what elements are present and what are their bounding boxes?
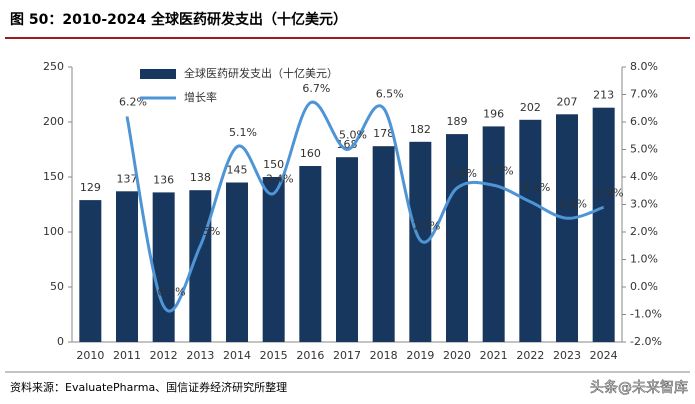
bar-label: 182 <box>410 123 431 136</box>
y-tick-label: 0 <box>57 335 64 348</box>
bar <box>226 182 248 342</box>
bar-label: 207 <box>557 95 578 108</box>
x-tick-label: 2019 <box>406 349 434 362</box>
line-label: 5.0% <box>339 129 367 142</box>
y2-tick-label: 4.0% <box>630 170 658 183</box>
legend-label: 增长率 <box>184 90 217 104</box>
source: 资料来源：EvaluatePharma、国信证券经济研究所整理 <box>10 380 287 394</box>
line-label: 6.7% <box>302 82 330 95</box>
y2-tick-label: 7.0% <box>630 88 658 101</box>
line-label: 3.6% <box>449 167 477 180</box>
bar <box>116 191 138 342</box>
y2-tick-label: 8.0% <box>630 60 658 73</box>
y2-tick-label: 0.0% <box>630 280 658 293</box>
x-tick-label: 2013 <box>186 349 214 362</box>
bar <box>556 114 578 342</box>
x-tick-label: 2021 <box>480 349 508 362</box>
y2-tick-label: 5.0% <box>630 143 658 156</box>
y2-tick-label: 1.0% <box>630 253 658 266</box>
x-tick-label: 2011 <box>113 349 141 362</box>
bar-label: 137 <box>117 172 138 185</box>
bar <box>446 134 468 342</box>
line-label: 6.2% <box>119 96 147 109</box>
line-label: 3.1% <box>522 181 550 194</box>
bar-label: 202 <box>520 101 541 114</box>
bar <box>299 166 322 342</box>
y2-tick-label: 3.0% <box>630 198 658 211</box>
y2-tick-label: 2.0% <box>630 225 658 238</box>
watermark: 头条@未来智库 <box>590 379 688 396</box>
x-tick-label: 2016 <box>296 349 324 362</box>
y2-tick-label: -1.0% <box>630 308 662 321</box>
line-label: 1.5% <box>192 225 220 238</box>
figure-title: 图 50：2010-2024 全球医药研发支出（十亿美元） <box>10 11 347 28</box>
y-tick-label: 50 <box>50 280 64 293</box>
bar <box>336 157 358 342</box>
line-label: 3.7% <box>486 164 514 177</box>
bar <box>592 107 615 342</box>
y-tick-label: 250 <box>43 60 64 73</box>
x-tick-label: 2022 <box>516 349 544 362</box>
line-label: 3.4% <box>266 173 294 186</box>
bar-label: 150 <box>263 158 284 171</box>
bar-label: 178 <box>373 127 394 140</box>
x-tick-label: 2020 <box>443 349 471 362</box>
bar <box>262 177 285 342</box>
bar <box>372 146 395 342</box>
bar-label: 213 <box>593 89 614 102</box>
x-tick-label: 2015 <box>260 349 288 362</box>
line-label: 2.9% <box>596 186 624 199</box>
bar <box>519 119 542 342</box>
x-tick-label: 2024 <box>590 349 618 362</box>
x-tick-label: 2017 <box>333 349 361 362</box>
bar-label: 196 <box>483 107 504 120</box>
legend-swatch <box>140 69 176 79</box>
bar-label: 138 <box>190 171 211 184</box>
bar <box>152 192 175 342</box>
bar-label: 136 <box>153 173 174 186</box>
x-tick-label: 2012 <box>150 349 178 362</box>
line-label: 2.5% <box>559 197 587 210</box>
x-tick-label: 2010 <box>76 349 104 362</box>
bar-label: 189 <box>447 115 468 128</box>
line-label: -0.7% <box>154 285 186 298</box>
y-tick-label: 100 <box>43 225 64 238</box>
legend-label: 全球医药研发支出（十亿美元） <box>184 66 338 80</box>
bar <box>79 200 102 342</box>
line-label: 6.5% <box>376 87 404 100</box>
x-tick-label: 2018 <box>370 349 398 362</box>
x-tick-label: 2023 <box>553 349 581 362</box>
bar-label: 160 <box>300 147 321 160</box>
growth-line <box>125 100 605 313</box>
line-label: 1.7% <box>412 219 440 232</box>
bar <box>482 126 505 343</box>
line-label: 5.1% <box>229 126 257 139</box>
x-tick-label: 2014 <box>223 349 251 362</box>
bar-label: 145 <box>227 164 248 177</box>
y-tick-label: 200 <box>43 115 64 128</box>
y2-tick-label: -2.0% <box>630 335 662 348</box>
bar-label: 129 <box>80 181 101 194</box>
y-tick-label: 150 <box>43 170 64 183</box>
y2-tick-label: 6.0% <box>630 115 658 128</box>
